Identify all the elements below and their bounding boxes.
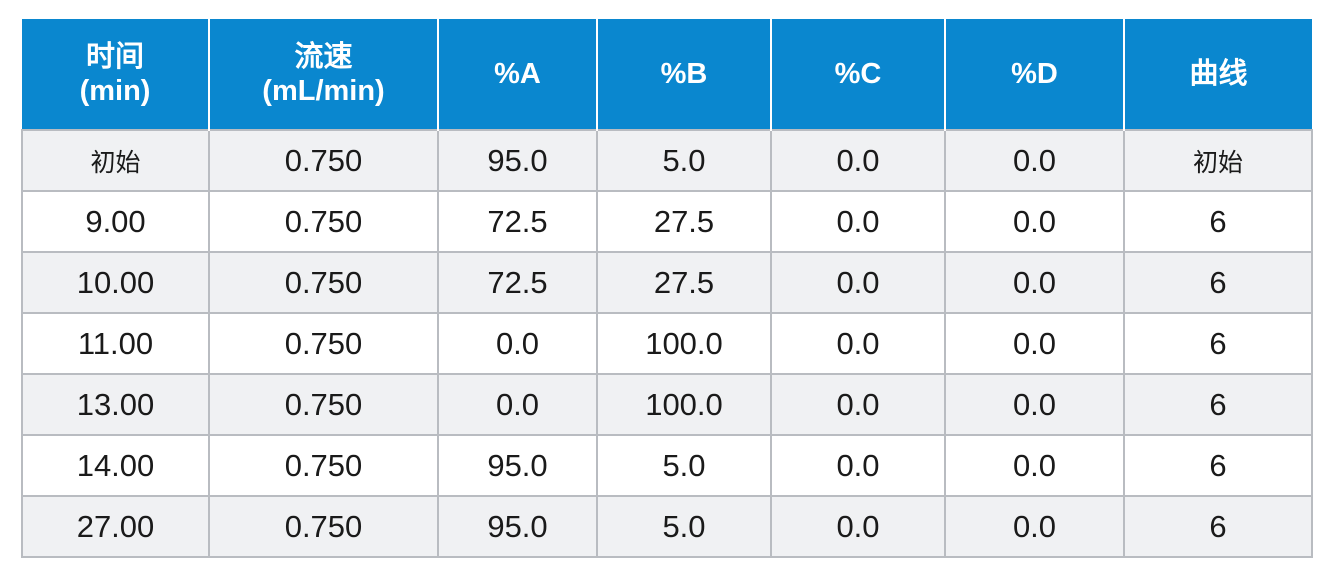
header-curve: 曲线 [1123, 19, 1312, 130]
cell-percent-a: 0.0 [437, 312, 598, 375]
cell-percent-c: 0.0 [770, 495, 946, 558]
cell-time: 27.00 [21, 495, 210, 558]
cell-flow-rate: 0.750 [208, 495, 439, 558]
header-percent-b: %B [596, 19, 772, 130]
cell-time: 10.00 [21, 251, 210, 314]
cell-percent-b: 27.5 [596, 251, 772, 314]
header-flow-rate-unit: (mL/min) [262, 75, 385, 107]
table-row: 14.00 0.750 95.0 5.0 0.0 0.0 6 [21, 434, 1313, 497]
header-percent-d: %D [944, 19, 1125, 130]
cell-percent-d: 0.0 [944, 495, 1125, 558]
gradient-table-container: 时间 (min) 流速 (mL/min) %A %B %C %D [21, 19, 1313, 558]
cell-percent-b: 5.0 [596, 434, 772, 497]
cell-percent-c: 0.0 [770, 373, 946, 436]
cell-percent-b: 5.0 [596, 129, 772, 192]
cell-percent-a: 72.5 [437, 251, 598, 314]
gradient-table: 时间 (min) 流速 (mL/min) %A %B %C %D [21, 19, 1313, 558]
header-percent-a-label: %A [494, 58, 541, 90]
header-flow-rate-label: 流速 [294, 41, 353, 73]
cell-percent-c: 0.0 [770, 190, 946, 253]
cell-percent-a: 72.5 [437, 190, 598, 253]
cell-curve: 6 [1123, 434, 1313, 497]
header-percent-b-label: %B [660, 58, 708, 90]
cell-curve: 6 [1123, 190, 1313, 253]
table-row: 27.00 0.750 95.0 5.0 0.0 0.0 6 [21, 495, 1313, 558]
header-percent-c: %C [770, 19, 946, 130]
cell-percent-a: 95.0 [437, 434, 598, 497]
cell-percent-d: 0.0 [944, 190, 1125, 253]
cell-flow-rate: 0.750 [208, 190, 439, 253]
cell-flow-rate: 0.750 [208, 373, 439, 436]
header-flow-rate: 流速 (mL/min) [208, 19, 439, 130]
cell-curve: 6 [1123, 251, 1313, 314]
header-row: 时间 (min) 流速 (mL/min) %A %B %C %D [22, 19, 1312, 130]
cell-percent-a: 95.0 [437, 495, 598, 558]
header-curve-label: 曲线 [1189, 58, 1248, 90]
cell-percent-d: 0.0 [944, 129, 1125, 192]
cell-percent-b: 5.0 [596, 495, 772, 558]
table-row: 9.00 0.750 72.5 27.5 0.0 0.0 6 [21, 190, 1313, 253]
cell-curve: 6 [1123, 495, 1313, 558]
cell-time: 14.00 [21, 434, 210, 497]
table-row: 11.00 0.750 0.0 100.0 0.0 0.0 6 [21, 312, 1313, 375]
cell-percent-c: 0.0 [770, 434, 946, 497]
cell-percent-b: 27.5 [596, 190, 772, 253]
cell-time: 11.00 [21, 312, 210, 375]
cell-percent-a: 0.0 [437, 373, 598, 436]
cell-flow-rate: 0.750 [208, 312, 439, 375]
cell-percent-b: 100.0 [596, 373, 772, 436]
cell-percent-c: 0.0 [770, 129, 946, 192]
header-time-unit: (min) [79, 75, 151, 107]
cell-curve: 6 [1123, 373, 1313, 436]
cell-percent-a: 95.0 [437, 129, 598, 192]
cell-time: 初始 [21, 129, 210, 192]
cell-percent-c: 0.0 [770, 251, 946, 314]
header-percent-c-label: %C [834, 58, 882, 90]
header-percent-d-label: %D [1011, 58, 1058, 90]
header-time: 时间 (min) [22, 19, 210, 130]
cell-time: 13.00 [21, 373, 210, 436]
table-row: 13.00 0.750 0.0 100.0 0.0 0.0 6 [21, 373, 1313, 436]
cell-percent-d: 0.0 [944, 434, 1125, 497]
cell-curve: 初始 [1123, 129, 1313, 192]
cell-curve: 6 [1123, 312, 1313, 375]
header-percent-a: %A [437, 19, 598, 130]
cell-percent-b: 100.0 [596, 312, 772, 375]
cell-time: 9.00 [21, 190, 210, 253]
cell-percent-d: 0.0 [944, 251, 1125, 314]
cell-percent-d: 0.0 [944, 373, 1125, 436]
header-time-label: 时间 [85, 41, 144, 73]
table-row: 10.00 0.750 72.5 27.5 0.0 0.0 6 [21, 251, 1313, 314]
cell-flow-rate: 0.750 [208, 251, 439, 314]
cell-percent-c: 0.0 [770, 312, 946, 375]
cell-percent-d: 0.0 [944, 312, 1125, 375]
cell-flow-rate: 0.750 [208, 129, 439, 192]
table-row: 初始 0.750 95.0 5.0 0.0 0.0 初始 [21, 129, 1313, 192]
cell-flow-rate: 0.750 [208, 434, 439, 497]
